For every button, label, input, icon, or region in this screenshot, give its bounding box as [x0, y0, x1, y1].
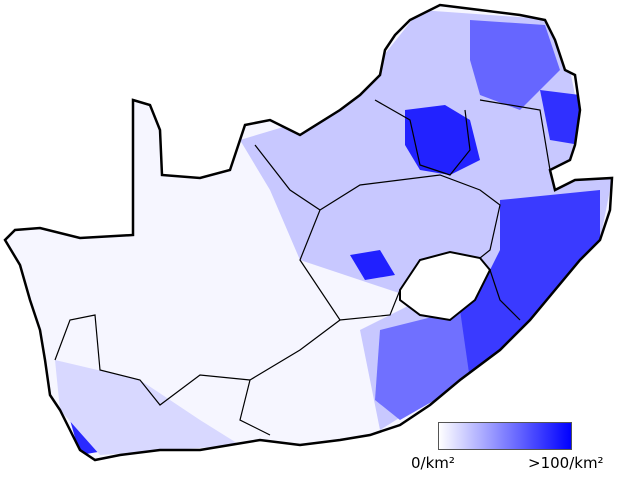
region-gauteng [405, 105, 480, 175]
legend-min-label: 0/km² [411, 454, 455, 472]
region-western-cape [55, 360, 240, 455]
province-borders [54, 99, 551, 436]
legend-max-label: >100/km² [528, 454, 604, 472]
region-mpumalanga-east [540, 90, 580, 145]
lesotho-outline [399, 250, 492, 322]
country-outline [3, 3, 614, 462]
region-limpopo [470, 20, 560, 110]
region-free-state-mid [350, 250, 395, 280]
color-scale-legend [438, 422, 572, 450]
